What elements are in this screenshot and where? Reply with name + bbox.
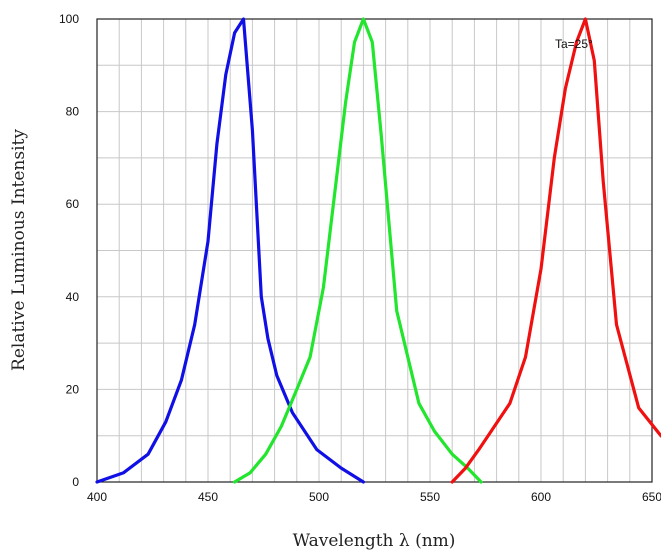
x-tick-label: 550 [420,490,440,504]
series-line-1 [95,17,365,484]
y-tick-label: 0 [72,475,79,489]
y-axis-title: Relative Luminous Intensity [9,129,29,371]
x-tick-label: 400 [87,490,107,504]
y-tick-label: 60 [66,197,80,211]
series-line-3 [450,17,661,484]
temperature-annotation: Ta=25° [555,37,593,51]
y-tick-label: 20 [66,382,80,396]
y-tick-label: 40 [66,290,80,304]
y-tick-label: 100 [59,12,79,26]
x-tick-label: 450 [198,490,218,504]
x-axis-title: Wavelength λ (nm) [293,531,456,551]
y-tick-label: 80 [66,105,80,119]
x-tick-label: 600 [531,490,551,504]
axis-ticks: 400 450 500 550 600 650 0 20 40 60 80 100 [59,12,661,504]
plot-frame [96,18,653,483]
data-series [95,17,661,484]
x-tick-label: 650 [642,490,661,504]
grid [97,19,652,482]
series-line-2 [233,17,483,484]
x-tick-label: 500 [309,490,329,504]
